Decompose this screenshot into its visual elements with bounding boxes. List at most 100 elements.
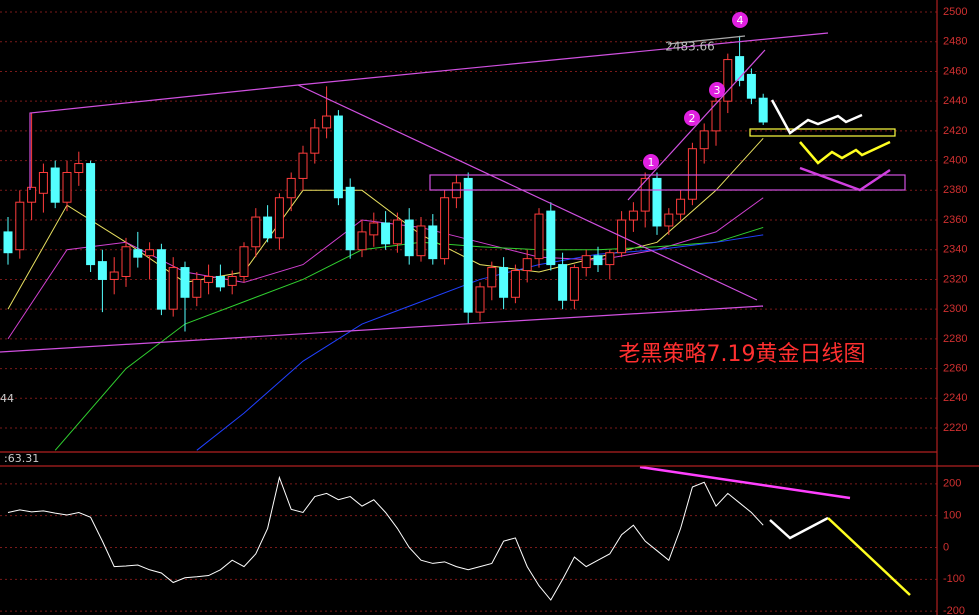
y-tick-label: 2420	[943, 125, 967, 137]
y-tick-label: 2300	[943, 303, 967, 315]
candle-body	[239, 246, 249, 277]
candle-body	[440, 197, 450, 260]
zone	[429, 174, 906, 191]
candle-body	[286, 177, 296, 199]
candle-body	[392, 219, 402, 245]
candle-body	[546, 210, 556, 266]
candle-body	[322, 115, 332, 129]
candle-body	[180, 267, 190, 298]
candle-body	[510, 270, 520, 298]
candle-body	[593, 255, 603, 266]
candle-body	[227, 275, 237, 286]
candle-body	[676, 198, 686, 215]
y-tick-label: 0	[943, 541, 949, 553]
candle-body	[735, 56, 745, 81]
candle-body	[86, 163, 96, 266]
candle-body	[145, 249, 155, 257]
candle-body	[569, 267, 579, 301]
y-tick-label: 2460	[943, 65, 967, 77]
candle-body	[192, 278, 202, 298]
wave-label: 3	[714, 84, 721, 97]
y-tick-label: 2380	[943, 184, 967, 196]
chart-title: 老黑策略7.19黄金日线图	[619, 342, 866, 367]
candle-body	[711, 100, 721, 132]
candle-body	[251, 216, 261, 248]
candle-body	[298, 152, 308, 179]
y-tick-label: 2240	[943, 392, 967, 404]
trend-line	[0, 305, 764, 353]
candle-body	[416, 225, 426, 257]
arrow	[799, 166, 891, 192]
price-label: 2483.66	[665, 40, 715, 54]
candle-body	[475, 286, 485, 313]
y-tick-label: 200	[943, 478, 961, 490]
candle-body	[699, 130, 709, 150]
arrow	[827, 517, 911, 596]
y-tick-label: 2280	[943, 333, 967, 345]
candle-body	[168, 267, 178, 310]
candle-body	[50, 167, 60, 203]
candle-body	[38, 171, 48, 194]
wave-marker	[684, 110, 700, 126]
arrow	[799, 140, 891, 165]
candle-body	[97, 261, 107, 280]
candle-body	[133, 249, 143, 258]
candle-body	[605, 252, 615, 266]
candle-body	[381, 222, 391, 245]
candle-body	[723, 59, 733, 102]
candle-body	[746, 73, 756, 99]
candle-body	[640, 177, 650, 212]
candle-body	[263, 216, 273, 239]
y-tick-label: 2340	[943, 244, 967, 256]
ma-line	[7, 197, 764, 340]
y-tick-label: 100	[943, 510, 961, 522]
y-tick-label: 2400	[943, 155, 967, 167]
arrow	[770, 99, 863, 135]
candle-body	[3, 231, 13, 254]
candle-body	[581, 255, 591, 269]
wave-marker	[732, 12, 748, 28]
cci-label: :63.31	[4, 452, 39, 465]
ma-line	[196, 234, 764, 451]
candle-body	[345, 186, 355, 251]
candle-body	[274, 197, 284, 239]
trend-line	[29, 32, 829, 190]
candle-body	[499, 267, 509, 298]
candle-body	[758, 97, 768, 123]
cci-line	[7, 475, 764, 601]
y-tick-label: 2360	[943, 214, 967, 226]
candle-body	[369, 222, 379, 236]
y-tick-label: 2260	[943, 362, 967, 374]
candle-body	[522, 258, 532, 272]
candle-body	[204, 275, 214, 283]
y-tick-label: 2480	[943, 36, 967, 48]
y-tick-label: 2220	[943, 422, 967, 434]
candle-body	[428, 225, 438, 260]
candle-body	[404, 219, 414, 257]
candle-body	[487, 267, 497, 288]
candle-body	[357, 231, 367, 251]
arrow	[769, 516, 829, 540]
candle-body	[652, 177, 662, 227]
wave-label: 1	[648, 156, 655, 169]
candle-body	[558, 264, 568, 301]
candle-body	[74, 163, 84, 173]
arrow	[639, 465, 851, 500]
wave-label: 4	[737, 14, 744, 27]
y-tick-label: 2320	[943, 273, 967, 285]
trend-line	[667, 35, 746, 45]
y-tick-label: -100	[943, 573, 965, 585]
candle-body	[687, 148, 697, 200]
candle-body	[27, 186, 37, 203]
candle-body	[156, 249, 166, 310]
candle-body	[215, 275, 225, 288]
candle-body	[333, 115, 343, 199]
y-tick-label: 2440	[943, 95, 967, 107]
left-label: 44	[0, 392, 14, 405]
y-tick-label: 2500	[943, 6, 967, 18]
candle-body	[109, 271, 119, 280]
candle-body	[463, 177, 473, 313]
trend-line	[297, 84, 758, 301]
